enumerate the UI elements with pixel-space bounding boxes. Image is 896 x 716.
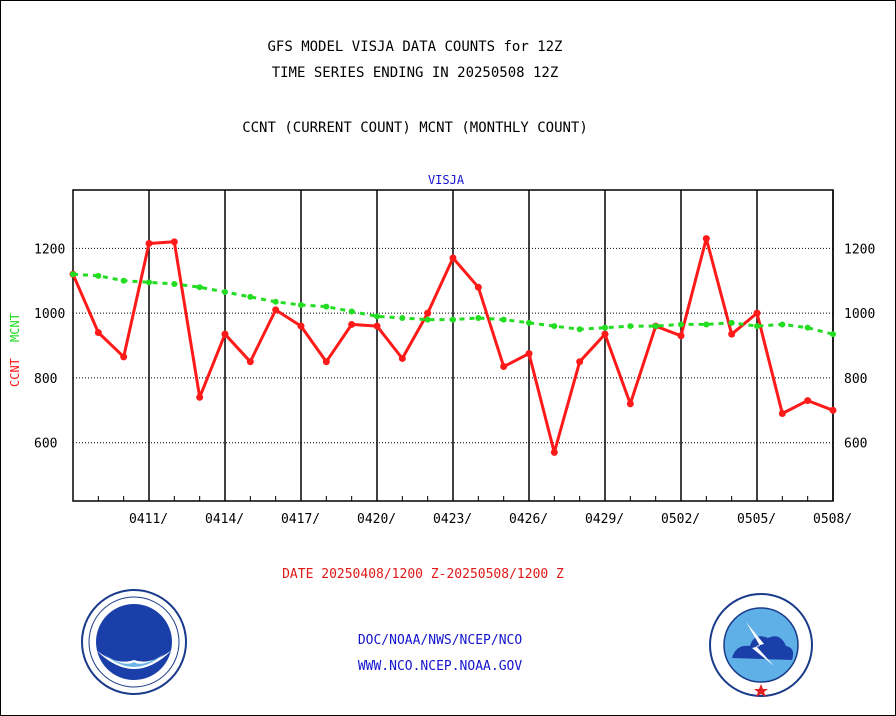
data-point-mcnt bbox=[602, 324, 608, 331]
data-point-mcnt bbox=[399, 314, 406, 321]
data-point-ccnt bbox=[272, 306, 280, 314]
national-weather-service-logo-icon bbox=[709, 593, 813, 697]
data-point-mcnt bbox=[830, 331, 836, 338]
chart-header-line-1: GFS MODEL VISJA DATA COUNTS for 12Z bbox=[267, 39, 563, 55]
data-point-mcnt bbox=[450, 316, 456, 323]
x-tick-label: 0508/ bbox=[813, 512, 852, 527]
data-point-mcnt bbox=[652, 323, 659, 330]
data-point-mcnt bbox=[576, 326, 583, 333]
data-point-mcnt bbox=[703, 321, 710, 328]
data-point-mcnt bbox=[374, 313, 380, 320]
data-point-mcnt bbox=[804, 324, 811, 331]
y-tick-label-right: 1000 bbox=[844, 307, 875, 322]
data-point-ccnt bbox=[170, 238, 178, 246]
data-point-ccnt bbox=[322, 358, 330, 366]
data-point-mcnt bbox=[146, 279, 152, 286]
data-point-ccnt bbox=[449, 254, 457, 262]
x-tick-label: 0414/ bbox=[205, 512, 244, 527]
data-point-ccnt bbox=[120, 353, 128, 361]
data-point-ccnt bbox=[804, 397, 812, 405]
data-point-mcnt bbox=[348, 308, 355, 315]
data-point-mcnt bbox=[95, 272, 102, 279]
data-point-mcnt bbox=[171, 280, 178, 287]
y-axis-label-mcnt: MCNT bbox=[8, 313, 22, 342]
data-point-mcnt bbox=[222, 289, 228, 296]
data-point-mcnt bbox=[551, 323, 558, 330]
data-point-mcnt bbox=[627, 323, 634, 330]
data-point-ccnt bbox=[753, 309, 761, 317]
data-point-ccnt bbox=[626, 400, 634, 408]
chart-title: VISJA bbox=[428, 173, 465, 187]
data-point-ccnt bbox=[829, 406, 837, 414]
y-tick-label-right: 1200 bbox=[844, 242, 875, 257]
data-point-ccnt bbox=[373, 322, 381, 330]
data-point-mcnt bbox=[323, 303, 330, 310]
data-point-ccnt bbox=[525, 350, 533, 358]
data-point-ccnt bbox=[601, 330, 609, 338]
data-point-mcnt bbox=[70, 271, 76, 278]
x-tick-label: 0420/ bbox=[357, 512, 396, 527]
data-point-ccnt bbox=[297, 322, 305, 330]
x-tick-label: 0502/ bbox=[661, 512, 700, 527]
data-point-ccnt bbox=[221, 330, 229, 338]
data-point-mcnt bbox=[754, 323, 760, 330]
data-point-mcnt bbox=[424, 316, 431, 323]
data-point-ccnt bbox=[424, 309, 432, 317]
data-point-mcnt bbox=[196, 284, 203, 291]
data-point-mcnt bbox=[500, 316, 507, 323]
footer-url-line: WWW.NCO.NCEP.NOAA.GOV bbox=[357, 659, 523, 674]
y-tick-label-left: 1200 bbox=[34, 242, 65, 257]
data-point-ccnt bbox=[145, 239, 153, 247]
data-point-mcnt bbox=[728, 319, 735, 326]
x-tick-label: 0411/ bbox=[129, 512, 168, 527]
y-tick-label-left: 1000 bbox=[34, 307, 65, 322]
data-point-ccnt bbox=[246, 358, 254, 366]
data-point-mcnt bbox=[526, 319, 532, 326]
chart-header-line-2: TIME SERIES ENDING IN 20250508 12Z bbox=[271, 65, 559, 81]
data-point-ccnt bbox=[348, 320, 356, 328]
noaa-logo-icon bbox=[81, 589, 187, 695]
data-point-ccnt bbox=[728, 330, 736, 338]
x-tick-label: 0426/ bbox=[509, 512, 548, 527]
data-point-ccnt bbox=[196, 393, 204, 401]
data-point-ccnt bbox=[576, 358, 584, 366]
y-tick-label-left: 600 bbox=[34, 437, 57, 452]
data-point-ccnt bbox=[500, 363, 508, 371]
data-point-mcnt bbox=[678, 321, 684, 328]
data-point-ccnt bbox=[474, 283, 482, 291]
footer-org-line: DOC/NOAA/NWS/NCEP/NCO bbox=[357, 633, 523, 648]
data-point-mcnt bbox=[272, 298, 279, 305]
y-tick-label-right: 800 bbox=[844, 372, 867, 387]
y-tick-label-left: 800 bbox=[34, 372, 57, 387]
data-point-mcnt bbox=[779, 321, 786, 328]
x-axis-date-label: DATE 20250408/1200 Z-20250508/1200 Z bbox=[282, 567, 564, 582]
y-axis-label-ccnt: CCNT bbox=[8, 358, 22, 387]
data-point-mcnt bbox=[120, 277, 127, 284]
data-point-ccnt bbox=[550, 448, 558, 456]
data-point-ccnt bbox=[778, 410, 786, 418]
x-tick-label: 0423/ bbox=[433, 512, 472, 527]
data-point-ccnt bbox=[702, 235, 710, 243]
x-tick-label: 0505/ bbox=[737, 512, 776, 527]
data-point-ccnt bbox=[94, 329, 102, 337]
chart-header-line-3: CCNT (CURRENT COUNT) MCNT (MONTHLY COUNT… bbox=[242, 120, 588, 136]
data-point-mcnt bbox=[247, 293, 254, 300]
y-tick-label-right: 600 bbox=[844, 437, 867, 452]
data-point-mcnt bbox=[475, 314, 482, 321]
data-point-mcnt bbox=[298, 302, 304, 309]
data-point-ccnt bbox=[398, 354, 406, 362]
x-tick-label: 0417/ bbox=[281, 512, 320, 527]
data-point-ccnt bbox=[677, 332, 685, 340]
x-tick-label: 0429/ bbox=[585, 512, 624, 527]
